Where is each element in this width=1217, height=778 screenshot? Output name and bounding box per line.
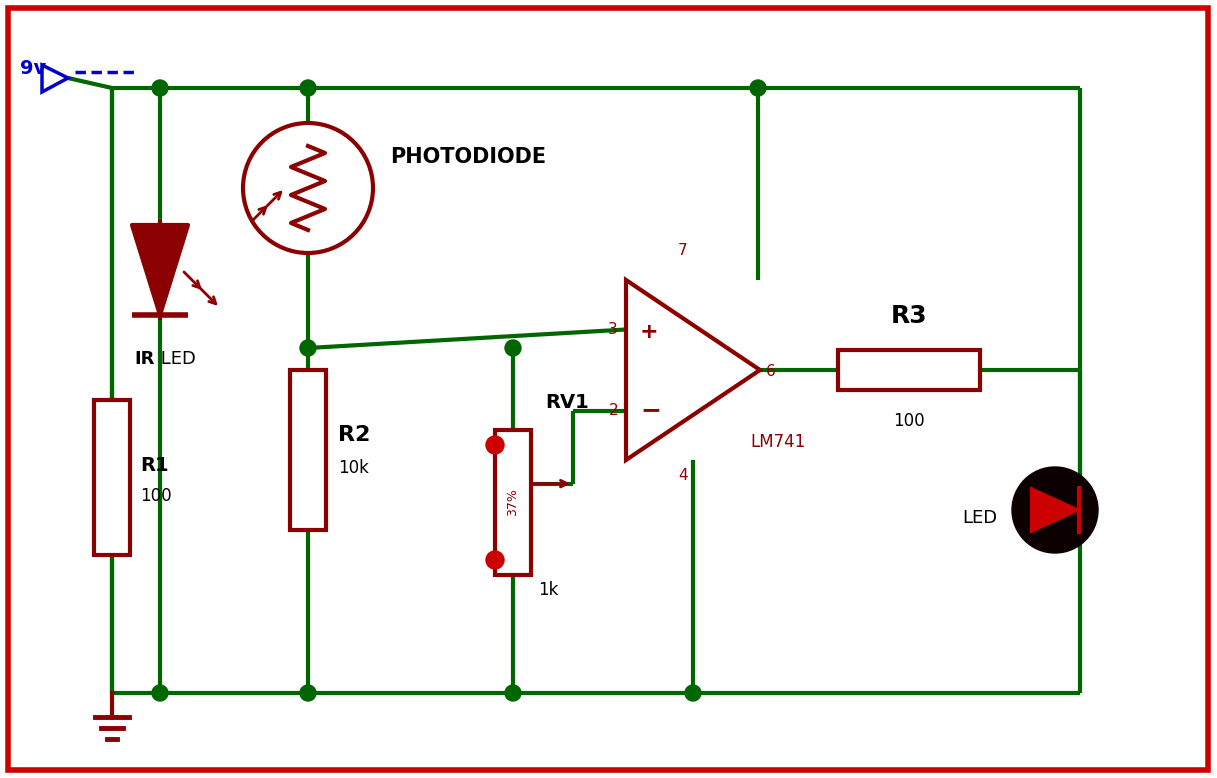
Circle shape: [505, 340, 521, 356]
Circle shape: [685, 685, 701, 701]
Text: 4: 4: [678, 468, 688, 483]
Circle shape: [505, 685, 521, 701]
Circle shape: [486, 551, 504, 569]
FancyBboxPatch shape: [290, 370, 326, 530]
Text: 6: 6: [765, 364, 775, 379]
Text: RV1: RV1: [545, 393, 589, 412]
FancyBboxPatch shape: [839, 350, 980, 390]
Text: IR: IR: [135, 350, 155, 368]
Text: 3: 3: [608, 322, 618, 337]
Text: R2: R2: [338, 425, 370, 445]
Text: 100: 100: [893, 412, 925, 430]
Polygon shape: [131, 225, 187, 315]
FancyBboxPatch shape: [94, 400, 130, 555]
Text: R3: R3: [891, 304, 927, 328]
Text: PHOTODIODE: PHOTODIODE: [389, 147, 546, 167]
Text: R1: R1: [140, 456, 169, 475]
Circle shape: [1013, 467, 1098, 553]
Text: LM741: LM741: [750, 433, 806, 451]
Polygon shape: [1031, 488, 1079, 532]
Text: 37%: 37%: [506, 489, 520, 517]
Text: 7: 7: [678, 243, 688, 258]
Text: 100: 100: [140, 486, 172, 504]
Text: 9v: 9v: [19, 58, 46, 78]
FancyBboxPatch shape: [495, 430, 531, 575]
Circle shape: [301, 80, 316, 96]
Circle shape: [301, 340, 316, 356]
Text: LED: LED: [961, 509, 997, 527]
Text: −: −: [640, 398, 661, 422]
Circle shape: [486, 436, 504, 454]
Circle shape: [750, 80, 765, 96]
Text: 1k: 1k: [538, 581, 559, 599]
Circle shape: [301, 685, 316, 701]
Circle shape: [152, 685, 168, 701]
Circle shape: [152, 80, 168, 96]
Text: LED: LED: [155, 350, 196, 368]
Text: +: +: [640, 322, 658, 342]
Text: 10k: 10k: [338, 459, 369, 477]
Text: 2: 2: [608, 403, 618, 418]
